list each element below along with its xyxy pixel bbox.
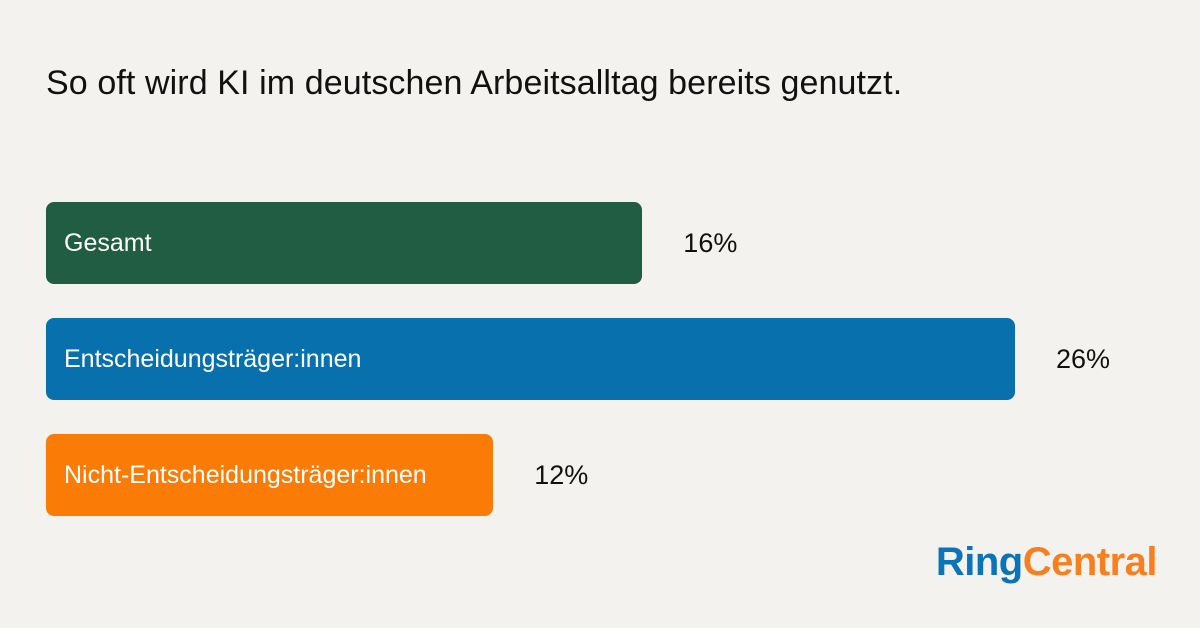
logo-part-ring: Ring [935,540,1023,584]
bar-category-label: Nicht-Entscheidungsträger:innen [64,460,427,489]
bar-value-label: 12% [534,460,589,490]
ringcentral-logo: RingCentral [935,540,1158,585]
chart-title: So oft wird KI im deutschen Arbeitsallta… [46,64,903,102]
bar-category-label: Gesamt [64,228,152,257]
bar-value-label: 16% [683,228,738,258]
bar-value-label: 26% [1056,344,1111,374]
logo-part-central: Central [1022,540,1158,584]
bar-1: Entscheidungsträger:innen [46,318,1015,400]
bar-chart: Gesamt 16% Entscheidungsträger:innen 26% Nic… [46,202,1166,522]
bar-category-label: Entscheidungsträger:innen [64,344,362,373]
bar-2: Nicht-Entscheidungsträger:innen [46,434,494,516]
bar-0: Gesamt [46,202,643,284]
